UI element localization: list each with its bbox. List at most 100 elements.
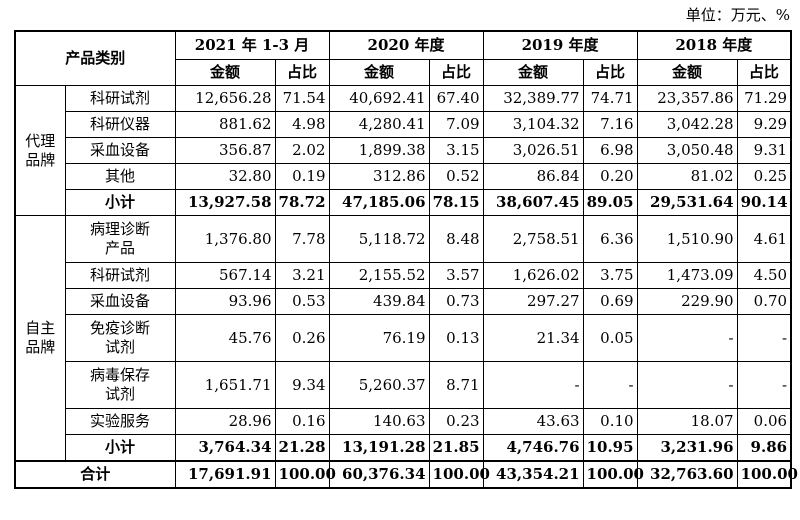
ratio-cell: 0.69 <box>582 288 638 315</box>
ratio-cell: 0.53 <box>274 288 330 315</box>
amount-cell: - <box>636 361 738 409</box>
ratio-cell: 6.36 <box>582 215 638 263</box>
amount-cell: 1,376.80 <box>174 215 276 263</box>
ratio-cell: 3.21 <box>274 262 330 289</box>
ratio-cell: 0.05 <box>582 314 638 362</box>
amount-cell: 1,473.09 <box>636 262 738 289</box>
item-cell: 科研试剂 <box>64 85 176 112</box>
amount-cell: - <box>636 314 738 362</box>
item-cell: 其他 <box>64 163 176 190</box>
item-cell: 病毒保存 试剂 <box>64 361 176 409</box>
subtotal-ratio: 21.85 <box>428 434 484 462</box>
item-cell: 采血设备 <box>64 137 176 164</box>
ratio-cell: 9.34 <box>274 361 330 409</box>
ratio-cell: 0.26 <box>274 314 330 362</box>
ratio-cell: 0.23 <box>428 408 484 435</box>
item-cell: 病理诊断 产品 <box>64 215 176 263</box>
ratio-cell: - <box>736 361 792 409</box>
amount-cell: 3,050.48 <box>636 137 738 164</box>
ratio-cell: 0.10 <box>582 408 638 435</box>
item-name: 科研试剂 <box>90 89 151 107</box>
amount-cell: - <box>482 361 584 409</box>
period-header: 2021 年 1-3 月 <box>174 30 330 60</box>
amount-cell: 5,118.72 <box>328 215 430 263</box>
subtotal-ratio: 21.28 <box>274 434 330 462</box>
subtotal-ratio: 78.72 <box>274 189 330 216</box>
amount-cell: 3,104.32 <box>482 111 584 138</box>
amount-cell: 1,899.38 <box>328 137 430 164</box>
table-row: 实验服务 28.96 0.16 140.63 0.23 43.63 0.10 18.07 0.0… <box>15 408 792 435</box>
subtotal-ratio: 9.86 <box>736 434 792 462</box>
amount-cell: 81.02 <box>636 163 738 190</box>
amount-cell: 21.34 <box>482 314 584 362</box>
item-name: 采血设备 <box>90 292 151 310</box>
item-name: 科研试剂 <box>90 266 151 284</box>
amount-cell: 229.90 <box>636 288 738 315</box>
ratio-cell: - <box>582 361 638 409</box>
table-row: 科研试剂 567.14 3.21 2,155.52 3.57 1,626.02 3.75 1,… <box>15 262 792 289</box>
ratio-cell: 0.06 <box>736 408 792 435</box>
ratio-cell: 8.71 <box>428 361 484 409</box>
table-row: 采血设备 356.87 2.02 1,899.38 3.15 3,026.51 6.98 3,… <box>15 137 792 164</box>
amount-cell: 3,026.51 <box>482 137 584 164</box>
ratio-cell: 0.20 <box>582 163 638 190</box>
amount-cell: 3,042.28 <box>636 111 738 138</box>
ratio-cell: 0.70 <box>736 288 792 315</box>
ratio-cell: 3.15 <box>428 137 484 164</box>
table-row: 免疫诊断 试剂 45.76 0.26 76.19 0.13 21.34 0.05- - <box>15 314 792 362</box>
ratio-cell: 2.02 <box>274 137 330 164</box>
subtotal-row: 小计 3,764.34 21.28 13,191.28 21.85 4,746.76 10.… <box>15 434 792 462</box>
amount-cell: 28.96 <box>174 408 276 435</box>
ratio-cell: 0.16 <box>274 408 330 435</box>
total-amount: 32,763.60 <box>636 460 738 489</box>
item-name: 病理诊断 产品 <box>90 220 151 257</box>
period-header: 2018 年度 <box>636 30 792 60</box>
ratio-cell: 0.25 <box>736 163 792 190</box>
ratio-cell: 7.16 <box>582 111 638 138</box>
amount-cell: 356.87 <box>174 137 276 164</box>
table-row: 代理 品牌 科研试剂 12,656.28 71.54 40,692.41 67.40 32,… <box>14 85 792 216</box>
subtotal-ratio: 90.14 <box>736 189 792 216</box>
amount-cell: 297.27 <box>482 288 584 315</box>
subtotal-ratio: 89.05 <box>582 189 638 216</box>
amount-cell: 40,692.41 <box>328 85 430 112</box>
ratio-cell: 0.73 <box>428 288 484 315</box>
ratio-cell: 4.61 <box>736 215 792 263</box>
total-label: 合计 <box>14 460 176 489</box>
group-name: 代理 品牌 <box>25 131 56 169</box>
amount-cell: 32.80 <box>174 163 276 190</box>
subtotal-amount: 38,607.45 <box>482 189 584 216</box>
total-ratio: 100.00 <box>274 460 336 489</box>
amount-header: 金额 <box>328 59 430 86</box>
table-body: 代理 品牌 科研试剂 12,656.28 71.54 40,692.41 67.40 32,… <box>14 85 798 489</box>
amount-cell: 1,626.02 <box>482 262 584 289</box>
subtotal-amount: 29,531.64 <box>636 189 738 216</box>
item-name: 病毒保存 试剂 <box>90 366 151 403</box>
amount-header: 金额 <box>482 59 584 86</box>
subtotal-amount: 47,185.06 <box>328 189 430 216</box>
table-row: 自主 品牌 病理诊断 产品 1,376.80 7.78 5,118.72 8.48 2,75… <box>14 215 792 462</box>
amount-cell: 140.63 <box>328 408 430 435</box>
amount-cell: 312.86 <box>328 163 430 190</box>
ratio-cell: 3.75 <box>582 262 638 289</box>
subtotal-label: 小计 <box>64 189 176 216</box>
period-header: 2020 年度 <box>328 30 484 60</box>
table-row: 其他 32.80 0.19 312.86 0.52 86.84 0.20 81.02 0.25 <box>15 163 792 190</box>
subtotal-row: 小计 13,927.58 78.72 47,185.06 78.15 38,607.45 8… <box>15 189 792 216</box>
subtotal-ratio: 78.15 <box>428 189 484 216</box>
item-cell: 实验服务 <box>64 408 176 435</box>
subtotal-amount: 3,764.34 <box>174 434 276 462</box>
amount-cell: 12,656.28 <box>174 85 276 112</box>
category-header: 产品类别 <box>14 30 176 86</box>
item-cell: 科研试剂 <box>64 262 176 289</box>
item-name: 其他 <box>105 167 136 185</box>
ratio-cell: 7.09 <box>428 111 484 138</box>
ratio-header: 占比 <box>582 59 638 86</box>
amount-cell: 2,758.51 <box>482 215 584 263</box>
item-cell: 免疫诊断 试剂 <box>64 314 176 362</box>
ratio-cell: 71.29 <box>736 85 792 112</box>
amount-cell: 76.19 <box>328 314 430 362</box>
subtotal-ratio: 10.95 <box>582 434 638 462</box>
subtotal-amount: 13,927.58 <box>174 189 276 216</box>
amount-cell: 2,155.52 <box>328 262 430 289</box>
